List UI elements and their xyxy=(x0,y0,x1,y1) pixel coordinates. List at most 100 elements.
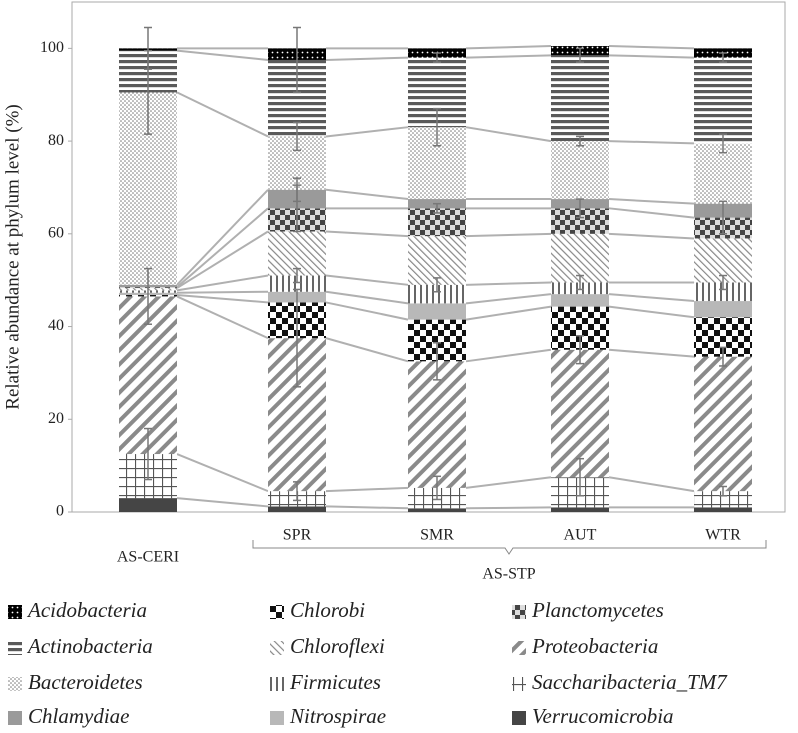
y-tick-label: 100 xyxy=(40,39,64,56)
error-bar xyxy=(576,457,584,497)
connector xyxy=(176,49,269,61)
connector xyxy=(465,348,552,363)
x-tick-label: AUT xyxy=(564,527,597,544)
legend-swatch xyxy=(512,711,526,725)
bar-segment xyxy=(268,275,326,292)
y-tick-label: 80 xyxy=(48,132,64,149)
legend-swatch xyxy=(8,641,22,655)
bar-segment xyxy=(694,143,752,204)
legend-swatch xyxy=(270,711,284,725)
connector xyxy=(176,207,269,288)
legend-label: Chlorobi xyxy=(290,598,365,622)
error-bar xyxy=(293,267,301,284)
bar-segment xyxy=(551,507,609,512)
bar-segment xyxy=(408,361,466,488)
connector xyxy=(608,45,695,50)
legend-swatch xyxy=(8,605,22,619)
bar-segment xyxy=(694,301,752,318)
connector xyxy=(465,126,552,143)
group-brace xyxy=(252,540,767,555)
connector xyxy=(325,56,409,61)
legend-label: Chlamydiae xyxy=(28,704,129,728)
connector xyxy=(465,45,552,50)
connector xyxy=(176,290,269,294)
connector xyxy=(465,476,552,489)
connector xyxy=(325,505,409,510)
connector xyxy=(608,140,695,145)
connector xyxy=(608,207,695,219)
y-axis-label: Relative abundance at phylum level (%) xyxy=(2,104,23,409)
bar-segment xyxy=(268,506,326,512)
error-bar xyxy=(144,267,152,325)
bar-segment xyxy=(694,282,752,302)
error-bar xyxy=(576,135,584,147)
connector xyxy=(465,506,552,510)
legend-swatch xyxy=(512,641,526,655)
legend-label: Actinobacteria xyxy=(26,634,153,658)
connector xyxy=(176,453,269,493)
legend-swatch xyxy=(8,711,22,725)
group-label: AS-STP xyxy=(482,566,535,583)
y-tick-label: 20 xyxy=(48,410,64,427)
connector xyxy=(176,274,269,292)
connector xyxy=(325,337,409,363)
error-bar xyxy=(293,288,301,388)
error-bar xyxy=(433,277,441,293)
legend-swatch xyxy=(270,605,284,619)
error-bar xyxy=(293,177,301,203)
error-bar xyxy=(433,475,441,501)
error-bar xyxy=(293,121,301,152)
connector xyxy=(176,189,269,286)
bar-segment xyxy=(408,303,466,320)
y-tick-label: 40 xyxy=(48,317,64,334)
bar-segment xyxy=(408,284,466,304)
error-bar xyxy=(719,485,727,497)
connector xyxy=(608,348,695,358)
error-bar xyxy=(719,133,727,154)
bar-segment xyxy=(694,57,752,144)
x-tick-label: AS-CERI xyxy=(117,549,179,566)
legend-label: Verrucomicrobia xyxy=(532,704,674,728)
error-bar xyxy=(293,481,301,502)
error-bar xyxy=(433,52,441,64)
legend-label: Bacteroidetes xyxy=(28,670,143,694)
legend-label: Proteobacteria xyxy=(531,634,658,658)
error-bar xyxy=(719,52,727,64)
connector xyxy=(325,230,409,238)
error-bar xyxy=(576,274,584,291)
error-bar xyxy=(293,26,301,94)
x-tick-label: SPR xyxy=(283,527,312,544)
y-tick-label: 60 xyxy=(48,224,64,241)
error-bar xyxy=(144,26,152,70)
error-bar xyxy=(719,274,727,291)
bar-segment xyxy=(551,294,609,307)
legend-label: Firmicutes xyxy=(289,670,381,694)
error-bar xyxy=(144,427,152,481)
connector xyxy=(465,281,552,286)
legend-label: Saccharibacteria_TM7 xyxy=(532,670,728,694)
legend-swatch xyxy=(512,605,526,619)
error-bar xyxy=(719,346,727,367)
bar-segment xyxy=(551,55,609,142)
error-bar xyxy=(576,198,584,219)
error-bar xyxy=(576,335,584,365)
connector xyxy=(325,274,409,286)
connector xyxy=(325,126,409,138)
error-bar xyxy=(433,342,441,381)
connector xyxy=(176,497,269,508)
legend-label: Planctomycetes xyxy=(531,598,664,622)
connector xyxy=(608,232,695,240)
bar-segment xyxy=(551,233,609,283)
connector xyxy=(325,486,409,493)
connector xyxy=(176,294,269,304)
legend-label: Nitrospirae xyxy=(289,704,386,728)
connector xyxy=(176,230,269,289)
connector xyxy=(465,232,552,238)
error-bar xyxy=(433,202,441,214)
connector xyxy=(465,305,552,321)
bar-segment xyxy=(694,491,752,508)
connector xyxy=(608,198,695,205)
x-tick-label: WTR xyxy=(705,527,741,544)
legend-label: Chloroflexi xyxy=(290,634,385,658)
